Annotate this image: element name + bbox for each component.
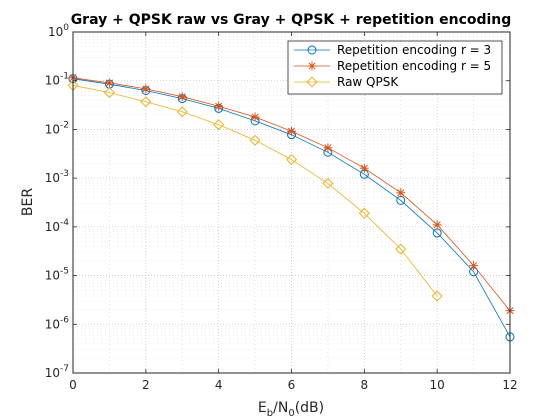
data-point-series-2 xyxy=(359,163,369,173)
data-point-series-2 xyxy=(250,112,260,122)
legend-label-3: Raw QPSK xyxy=(337,75,399,89)
y-tick-label: 10-3 xyxy=(45,169,69,185)
asterisk-stroke xyxy=(287,127,296,135)
chart-title: Gray + QPSK raw vs Gray + QPSK + repetit… xyxy=(71,12,512,28)
legend-marker-3 xyxy=(306,76,318,88)
y-tick-label: 10-7 xyxy=(45,364,69,380)
y-tick-label: 10-2 xyxy=(45,120,69,136)
data-point-series-2 xyxy=(177,92,187,102)
legend: Repetition encoding r = 3 Repetition enco… xyxy=(287,40,503,95)
data-point-series-2 xyxy=(287,126,296,136)
x-tick-label: 12 xyxy=(502,378,517,392)
data-point-series-3 xyxy=(285,154,298,166)
asterisk-stroke xyxy=(433,221,441,229)
x-tick-label: 2 xyxy=(142,378,150,392)
asterisk-stroke xyxy=(178,93,186,101)
data-point-series-3 xyxy=(322,177,334,189)
data-point-series-2 xyxy=(104,78,114,88)
data-point-series-3 xyxy=(176,106,188,118)
data-point-series-2 xyxy=(141,84,151,94)
axis-ticks: 0 2 4 6 8 10 12 100 10-1 10-2 10-3 10-4 10-5 10-6 10-7 xyxy=(45,23,518,392)
x-tick-label: 4 xyxy=(215,378,223,392)
data-point-series-2 xyxy=(214,101,224,111)
y-tick-label: 100 xyxy=(48,23,69,39)
data-point-series-3 xyxy=(140,96,152,108)
y-tick-label: 10-4 xyxy=(45,218,70,234)
x-tick-label: 6 xyxy=(288,378,296,392)
legend-label-2: Repetition encoding r = 5 xyxy=(337,59,491,73)
asterisk-stroke xyxy=(324,144,332,152)
data-point-series-3 xyxy=(213,119,225,131)
data-point-series-3 xyxy=(358,207,370,219)
data-point-series-3 xyxy=(103,87,115,99)
legend-marker-2 xyxy=(307,61,317,71)
asterisk-stroke xyxy=(470,262,478,270)
x-tick-label: 0 xyxy=(69,378,77,392)
legend-marker-1 xyxy=(307,45,317,55)
y-tick-label: 10-1 xyxy=(45,72,69,88)
data-point-series-2 xyxy=(396,188,406,198)
asterisk-stroke xyxy=(360,164,368,172)
y-tick-label: 10-6 xyxy=(45,315,70,331)
x-tick-label: 8 xyxy=(361,378,369,392)
data-point-series-2 xyxy=(469,261,479,271)
x-axis-label: Eb/N0(dB) xyxy=(258,400,324,419)
legend-label-1: Repetition encoding r = 3 xyxy=(337,43,491,57)
data-point-series-3 xyxy=(395,243,407,255)
asterisk-stroke xyxy=(251,113,259,121)
grid-lines xyxy=(73,32,510,373)
x-tick-label: 10 xyxy=(430,378,445,392)
data-point-series-3 xyxy=(249,134,261,146)
data-point-series-2 xyxy=(323,143,333,153)
data-point-series-3 xyxy=(431,290,443,302)
series-line-3 xyxy=(72,85,438,297)
y-tick-label: 10-5 xyxy=(45,267,69,283)
asterisk-stroke xyxy=(215,102,223,110)
asterisk-stroke xyxy=(397,189,405,197)
asterisk-stroke xyxy=(308,62,316,70)
y-axis-label: BER xyxy=(20,188,36,216)
asterisk-stroke xyxy=(105,79,113,87)
asterisk-stroke xyxy=(142,85,150,93)
data-point-series-2 xyxy=(432,220,442,230)
